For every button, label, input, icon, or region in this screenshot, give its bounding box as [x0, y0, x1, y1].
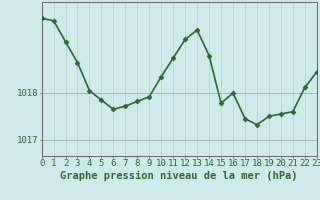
X-axis label: Graphe pression niveau de la mer (hPa): Graphe pression niveau de la mer (hPa): [60, 171, 298, 181]
